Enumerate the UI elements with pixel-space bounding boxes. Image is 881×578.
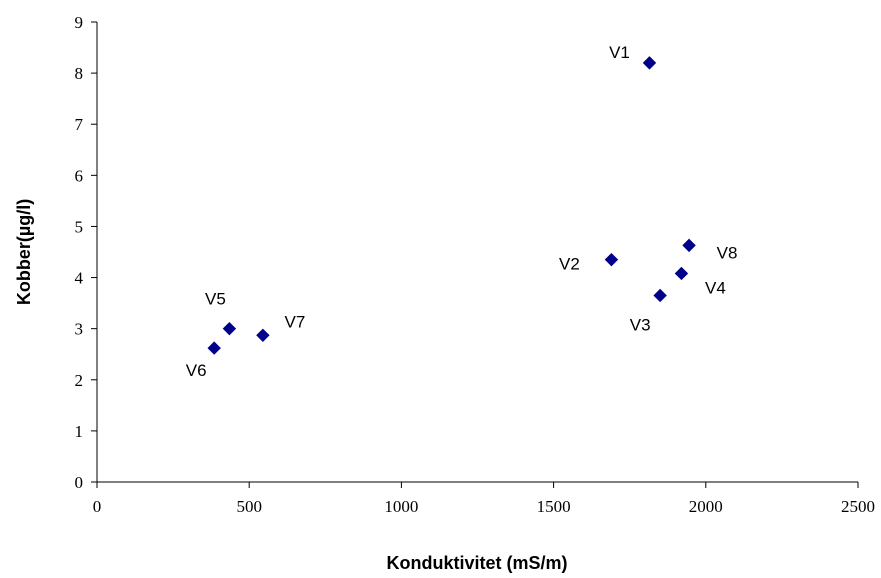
data-point-v2 <box>604 252 619 267</box>
point-label-v5: V5 <box>205 290 226 309</box>
point-labels: V1 V2 V3 V4 V5 V6 V7 V8 <box>186 43 738 380</box>
y-tick-label: 0 <box>75 473 84 492</box>
data-points <box>207 56 696 355</box>
y-tick-label: 6 <box>75 166 84 185</box>
y-tick-label: 1 <box>75 422 84 441</box>
data-point-v4 <box>674 266 689 281</box>
x-tick-label: 1500 <box>537 497 571 516</box>
point-label-v1: V1 <box>609 43 630 62</box>
data-point-v5 <box>222 321 237 336</box>
y-ticks: 0 1 2 3 4 5 6 7 8 9 <box>75 13 97 492</box>
x-tick-label: 2000 <box>689 497 723 516</box>
data-point-v1 <box>642 56 657 70</box>
point-label-v8: V8 <box>717 243 738 262</box>
point-label-v4: V4 <box>705 278 726 297</box>
y-tick-label: 2 <box>75 371 84 390</box>
data-point-v3 <box>653 288 667 303</box>
y-tick-label: 4 <box>75 269 84 288</box>
data-point-v8 <box>682 238 696 253</box>
point-label-v7: V7 <box>284 312 305 331</box>
y-tick-label: 3 <box>75 320 84 339</box>
x-ticks: 0 500 1000 1500 2000 2500 <box>93 482 875 516</box>
y-tick-label: 5 <box>75 217 84 236</box>
y-tick-label: 7 <box>75 115 84 134</box>
y-tick-label: 9 <box>75 13 84 32</box>
y-tick-label: 8 <box>75 64 84 83</box>
x-tick-label: 0 <box>93 497 102 516</box>
data-point-v6 <box>207 341 221 355</box>
y-axis-title: Kobber(µg/l) <box>14 199 34 305</box>
x-axis-title: Konduktivitet (mS/m) <box>386 553 567 573</box>
point-label-v3: V3 <box>630 315 651 334</box>
data-point-v7 <box>256 328 270 343</box>
x-tick-label: 500 <box>236 497 262 516</box>
point-label-v2: V2 <box>559 255 580 274</box>
x-tick-label: 1000 <box>384 497 418 516</box>
x-tick-label: 2500 <box>841 497 875 516</box>
point-label-v6: V6 <box>186 361 207 380</box>
